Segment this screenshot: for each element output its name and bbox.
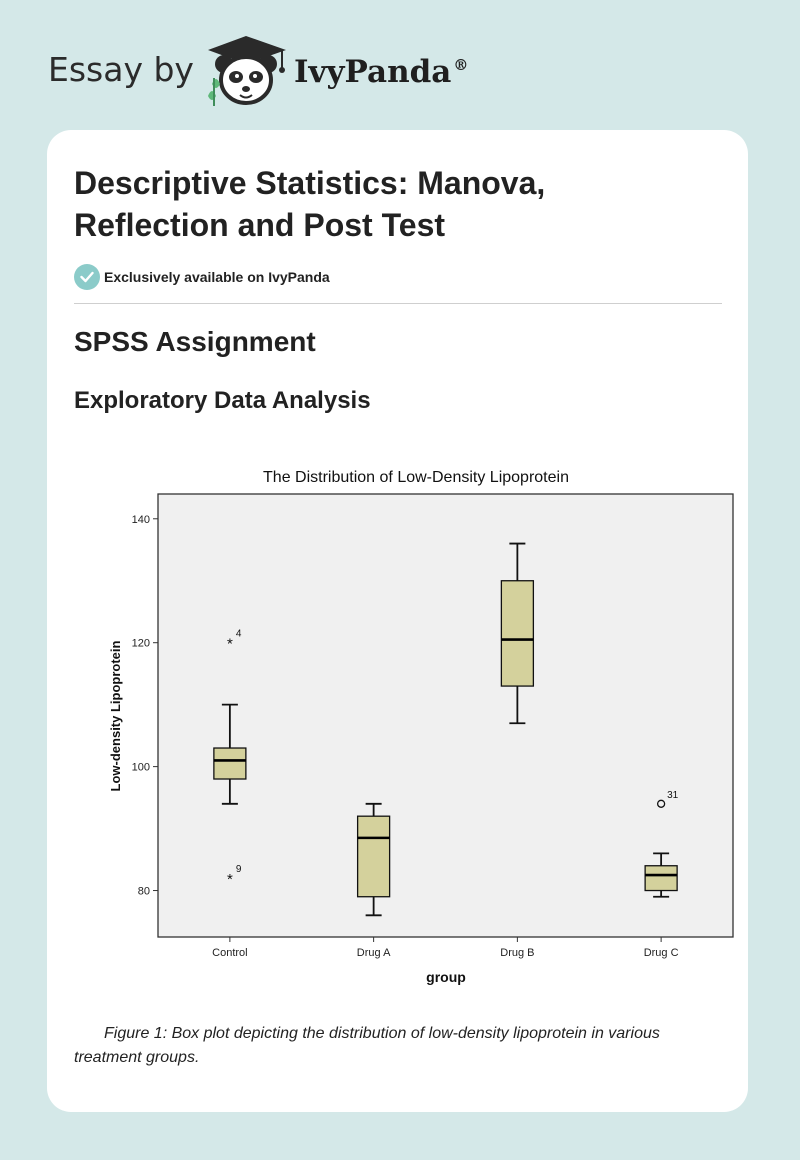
x-tick-label: Control [212,947,247,959]
chart-title: The Distribution of Low-Density Lipoprot… [263,469,569,486]
y-tick-label: 140 [132,514,150,526]
x-axis: Control Drug A Drug B Drug C [212,937,679,959]
box-group [356,802,391,917]
article-card: Descriptive Statistics: Manova, Reflecti… [47,130,748,1112]
subsection-title: Exploratory Data Analysis [74,387,371,414]
divider [74,303,722,304]
brand-prefix: Essay by [48,50,194,89]
brand-name: IvyPanda ® [294,54,468,90]
plot-area [157,493,734,938]
x-tick-label: Drug B [500,947,534,959]
boxes: *4*931 [213,542,679,917]
exclusive-badge-text: Exclusively available on IvyPanda [104,269,330,285]
y-axis-label: Low-density Lipoprotein [108,640,123,791]
x-tick-label: Drug C [644,947,679,959]
box-group: *4*9 [213,629,247,888]
box-iqr [356,815,391,898]
box-group [500,542,535,725]
registered-mark: ® [453,56,469,74]
y-tick-label: 100 [132,762,150,774]
outlier-marker: * [227,871,233,888]
outlier-marker [656,799,666,808]
figure-caption: Figure 1: Box plot depicting the distrib… [74,1025,660,1066]
y-axis: 80 100 120 140 [132,514,158,898]
brand-header[interactable]: Essay by IvyPanda ® [48,34,468,110]
outlier-marker: * [227,636,233,653]
box-iqr [644,865,678,892]
x-axis-label: group [426,969,466,985]
outlier-label: 31 [667,790,679,801]
outlier-label: 4 [236,629,242,640]
box-iqr [500,580,535,687]
box-group: 31 [644,790,679,898]
panda-graduation-cap-icon [208,36,286,106]
outlier-label: 9 [236,864,242,875]
box-iqr [213,747,247,780]
check-circle-icon [74,264,100,290]
x-tick-label: Drug A [357,947,391,959]
y-tick-label: 80 [138,886,150,898]
box-plot-chart: The Distribution of Low-Density Lipoprot… [108,469,734,985]
page-title: Descriptive Statistics: Manova, Reflecti… [74,165,546,243]
brand-name-text: IvyPanda [294,54,452,90]
y-tick-label: 120 [132,638,150,650]
section-title: SPSS Assignment [74,326,316,357]
